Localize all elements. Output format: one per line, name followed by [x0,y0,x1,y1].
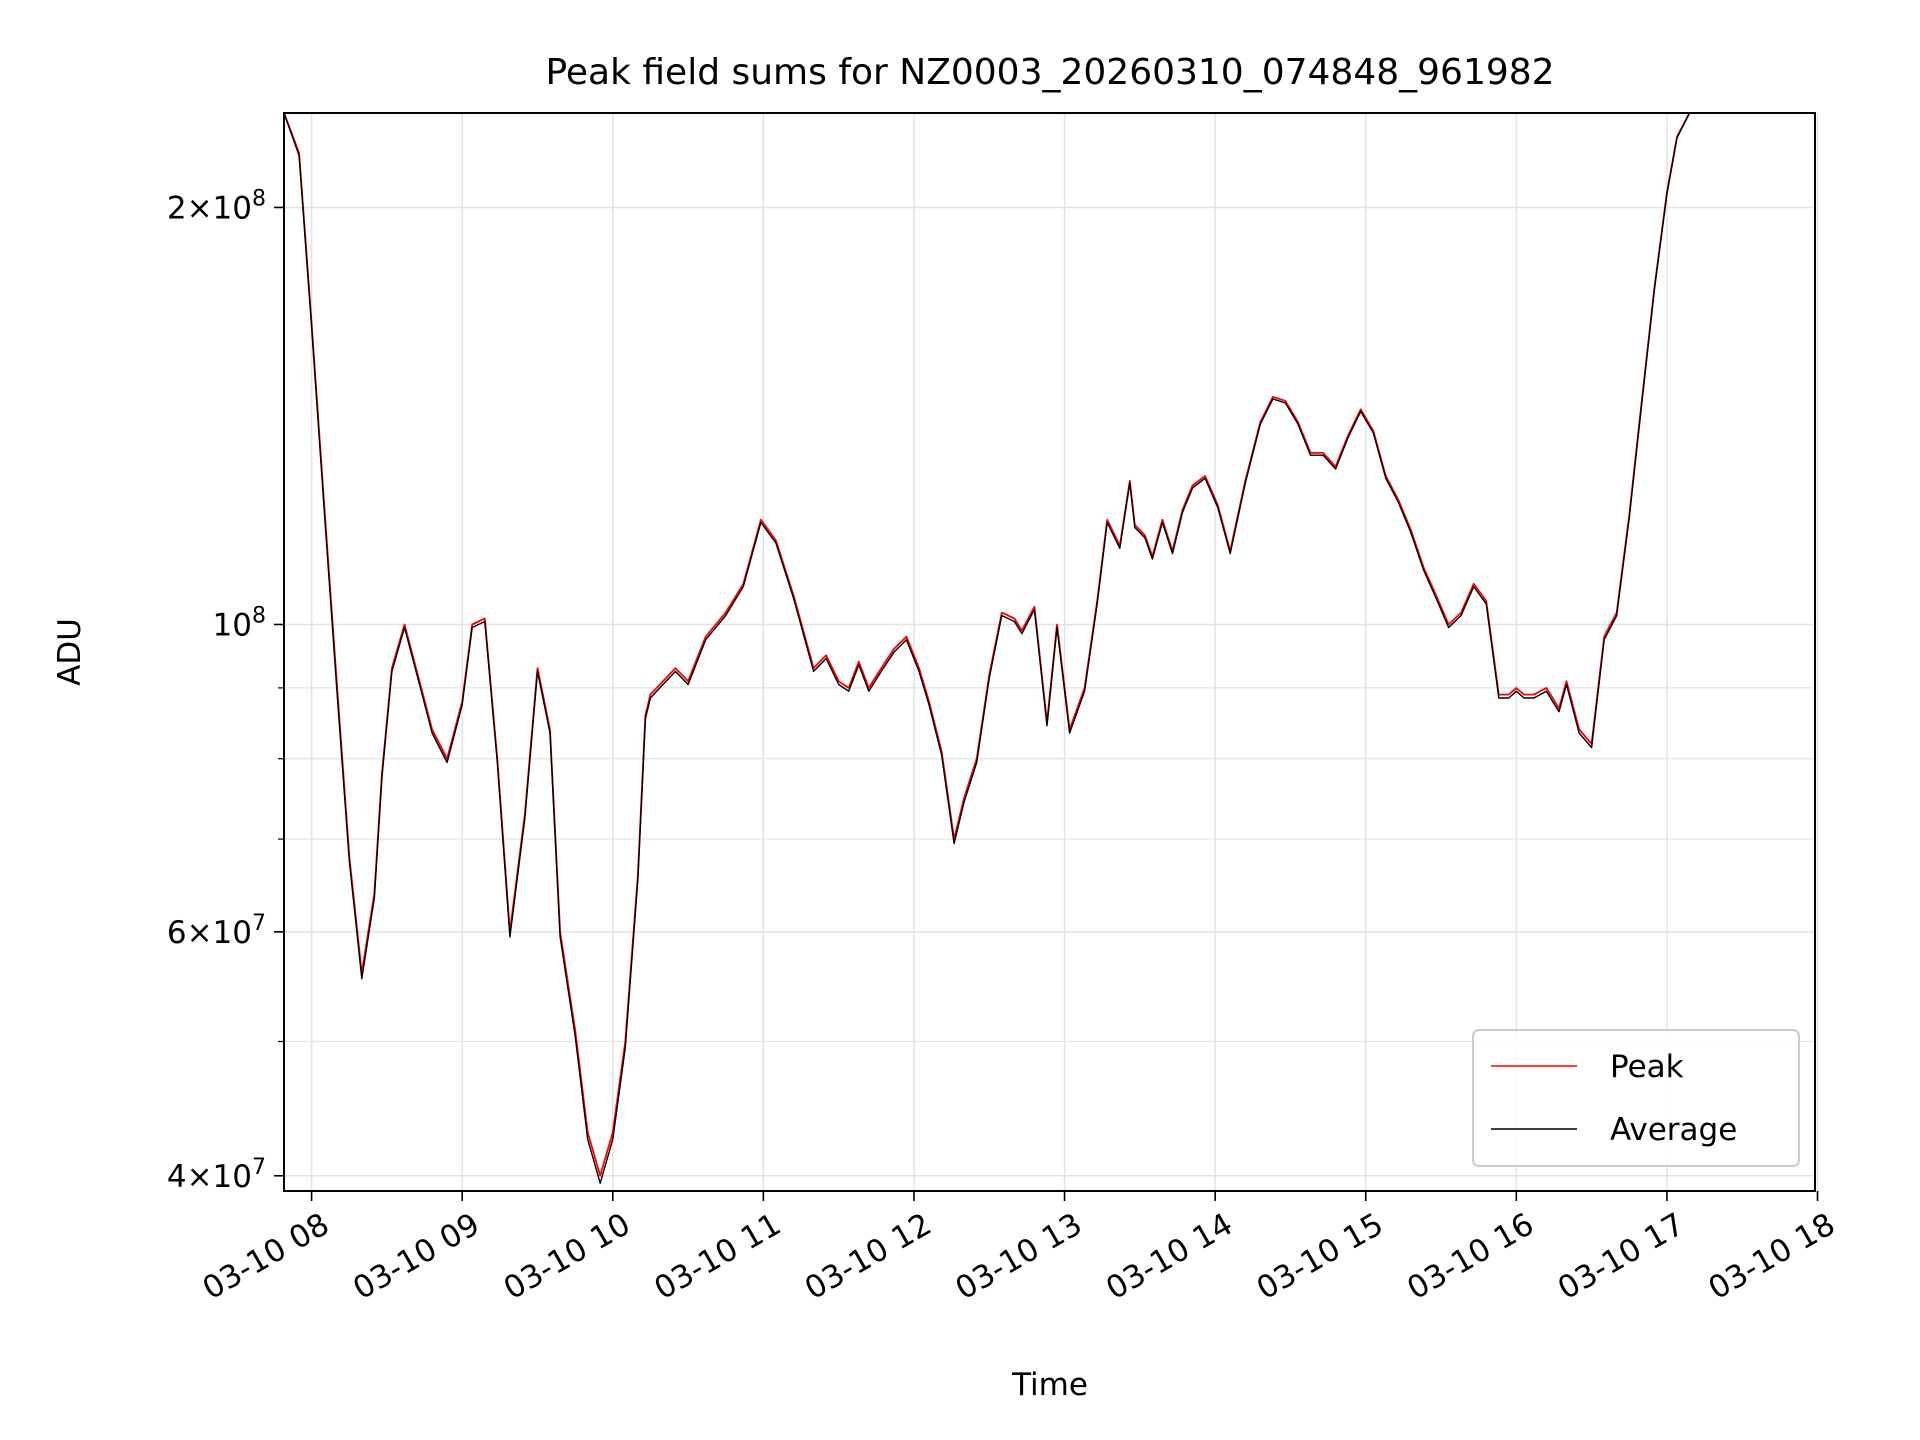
grid [284,113,1819,1191]
series-layer [283,112,1780,1185]
chart-title: Peak field sums for NZ0003_20260310_0748… [545,52,1554,93]
series-line-average [283,112,1780,1185]
y-axis: 4×107 6×107 108 2×108 [167,186,284,1195]
y-tick-label: 108 [213,603,266,643]
y-tick-label: 6×107 [167,911,266,951]
legend: Peak Average [1472,1029,1800,1167]
plot-frame [283,112,1816,1192]
legend-box [1472,1029,1800,1167]
y-axis-label: ADU [52,618,88,686]
x-axis-label: Time [1011,1367,1088,1403]
legend-average-label: Average [1610,1112,1737,1148]
y-tick-label: 2×108 [167,186,266,226]
y-tick-label: 4×107 [167,1155,266,1195]
legend-peak-label: Peak [1610,1049,1684,1085]
